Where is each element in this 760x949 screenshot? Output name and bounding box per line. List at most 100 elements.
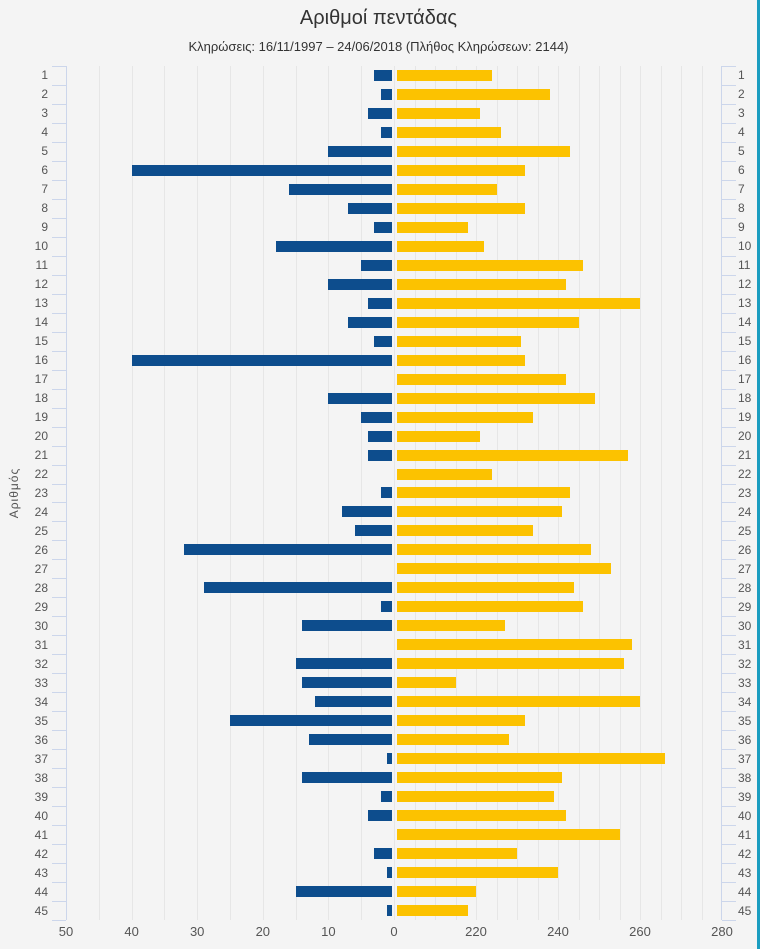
yellow-bar[interactable]	[397, 316, 579, 328]
yellow-bar[interactable]	[397, 183, 497, 195]
chart-row	[66, 180, 722, 199]
yellow-bar[interactable]	[397, 829, 620, 841]
blue-bar[interactable]	[328, 145, 392, 157]
yellow-bar[interactable]	[397, 658, 624, 670]
blue-bar[interactable]	[289, 183, 392, 195]
blue-bar[interactable]	[328, 278, 392, 290]
blue-bar[interactable]	[361, 411, 392, 423]
blue-bar[interactable]	[302, 772, 392, 784]
blue-bar[interactable]	[328, 392, 392, 404]
blue-bar[interactable]	[230, 715, 392, 727]
y-axis-label-right: 43	[738, 865, 752, 880]
yellow-bar[interactable]	[397, 848, 517, 860]
blue-bar[interactable]	[295, 658, 392, 670]
yellow-bar[interactable]	[397, 867, 558, 879]
blue-bar[interactable]	[380, 601, 392, 613]
blue-bar[interactable]	[308, 734, 392, 746]
blue-bar[interactable]	[131, 164, 392, 176]
yellow-bar[interactable]	[397, 487, 571, 499]
yellow-bar[interactable]	[397, 582, 575, 594]
yellow-bar[interactable]	[397, 373, 567, 385]
yellow-bar[interactable]	[397, 544, 591, 556]
yellow-bar[interactable]	[397, 411, 534, 423]
yellow-bar[interactable]	[397, 69, 493, 81]
x-axis-label: 30	[189, 924, 205, 939]
yellow-bar[interactable]	[397, 164, 526, 176]
blue-bar[interactable]	[354, 525, 392, 537]
blue-bar[interactable]	[374, 221, 392, 233]
yellow-bar[interactable]	[397, 620, 505, 632]
yellow-bar[interactable]	[397, 107, 481, 119]
yellow-bar[interactable]	[397, 126, 501, 138]
chart-row	[66, 484, 722, 503]
blue-bar[interactable]	[380, 88, 392, 100]
axis-tick	[722, 123, 736, 124]
yellow-bar[interactable]	[397, 354, 526, 366]
blue-bar[interactable]	[380, 487, 392, 499]
blue-bar[interactable]	[387, 753, 392, 765]
blue-bar[interactable]	[295, 886, 392, 898]
blue-bar[interactable]	[380, 126, 392, 138]
y-axis-label-left: 6	[41, 163, 48, 178]
axis-tick	[52, 749, 66, 750]
y-axis-label-right: 29	[738, 599, 752, 614]
yellow-bar[interactable]	[397, 259, 583, 271]
yellow-bar[interactable]	[397, 506, 563, 518]
yellow-bar[interactable]	[397, 905, 468, 916]
yellow-bar[interactable]	[397, 335, 522, 347]
yellow-bar[interactable]	[397, 468, 493, 480]
yellow-bar[interactable]	[397, 791, 554, 803]
yellow-bar[interactable]	[397, 240, 485, 252]
axis-tick	[52, 825, 66, 826]
yellow-bar[interactable]	[397, 221, 468, 233]
chart-row	[66, 806, 722, 825]
yellow-bar[interactable]	[397, 601, 583, 613]
yellow-bar[interactable]	[397, 88, 550, 100]
blue-bar[interactable]	[348, 202, 392, 214]
blue-bar[interactable]	[302, 677, 392, 689]
blue-bar[interactable]	[387, 905, 392, 916]
yellow-bar[interactable]	[397, 715, 526, 727]
blue-bar[interactable]	[315, 696, 392, 708]
axis-tick	[722, 180, 736, 181]
yellow-bar[interactable]	[397, 734, 509, 746]
blue-bar[interactable]	[374, 848, 392, 860]
yellow-bar[interactable]	[397, 696, 640, 708]
blue-bar[interactable]	[387, 867, 392, 879]
yellow-bar[interactable]	[397, 297, 640, 309]
yellow-bar[interactable]	[397, 563, 612, 575]
blue-bar[interactable]	[203, 582, 392, 594]
blue-bar[interactable]	[374, 335, 392, 347]
chart-row	[66, 237, 722, 256]
blue-bar[interactable]	[131, 354, 392, 366]
yellow-bar[interactable]	[397, 810, 567, 822]
yellow-bar[interactable]	[397, 677, 456, 689]
yellow-bar[interactable]	[397, 753, 665, 765]
chart-row	[66, 654, 722, 673]
blue-bar[interactable]	[275, 240, 392, 252]
yellow-bar[interactable]	[397, 449, 628, 461]
blue-bar[interactable]	[367, 810, 392, 822]
yellow-bar[interactable]	[397, 525, 534, 537]
blue-bar[interactable]	[184, 544, 392, 556]
yellow-bar[interactable]	[397, 202, 526, 214]
yellow-bar[interactable]	[397, 886, 476, 898]
blue-bar[interactable]	[348, 316, 392, 328]
blue-bar[interactable]	[374, 69, 392, 81]
blue-bar[interactable]	[380, 791, 392, 803]
blue-bar[interactable]	[302, 620, 392, 632]
yellow-bar[interactable]	[397, 392, 595, 404]
blue-bar[interactable]	[367, 297, 392, 309]
yellow-bar[interactable]	[397, 278, 567, 290]
blue-bar[interactable]	[361, 259, 392, 271]
yellow-bar[interactable]	[397, 430, 481, 442]
yellow-bar[interactable]	[397, 639, 632, 651]
blue-bar[interactable]	[367, 449, 392, 461]
blue-bar[interactable]	[341, 506, 392, 518]
yellow-bar[interactable]	[397, 772, 563, 784]
axis-tick	[722, 654, 736, 655]
blue-bar[interactable]	[367, 430, 392, 442]
axis-tick	[722, 256, 736, 257]
blue-bar[interactable]	[367, 107, 392, 119]
yellow-bar[interactable]	[397, 145, 571, 157]
